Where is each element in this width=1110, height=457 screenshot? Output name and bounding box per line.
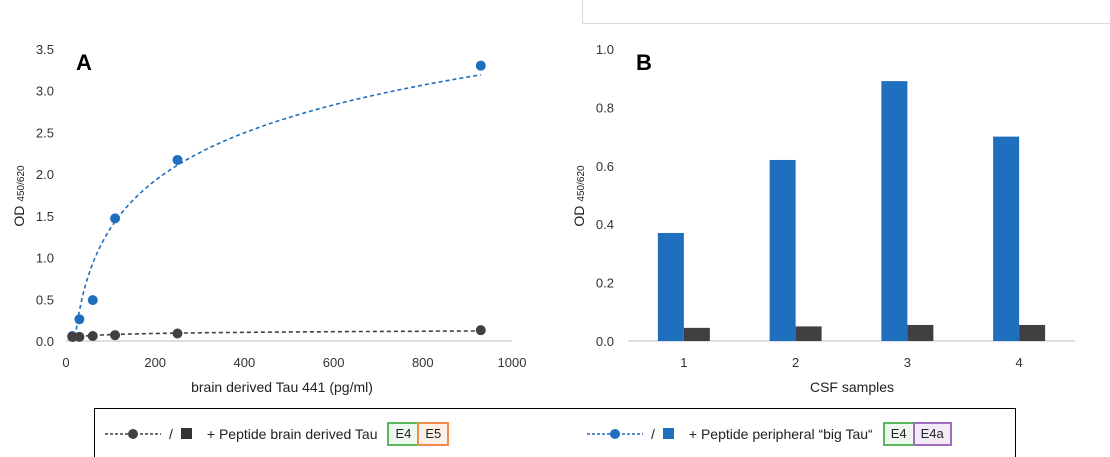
chart-a-point-1 [87,330,98,341]
chart-a-trendline-1 [72,330,481,339]
chart-b-bar-1 [683,327,710,341]
chart-a-x-tick: 0 [62,355,69,370]
chart-b-x-tick: 3 [904,355,911,370]
chart-b-bar-0 [881,81,908,342]
chart-a-point-0 [172,154,183,165]
chart-b-y-tick: 0.4 [596,217,614,232]
chart-a-point-1 [74,331,85,342]
legend-blue-line-marker-icon [587,429,643,439]
chart-a: A 0.0 0.5 1.0 1.5 2.0 2.5 3.0 3.5 0 200 400 600 800… [11,42,526,395]
chart-b-y-tick: 1.0 [596,42,614,57]
legend-dark-square-icon [180,428,192,439]
legend-right-tags: E4 E4a [882,422,952,446]
chart-b-x-tick: 2 [792,355,799,370]
legend: / + Peptide brain derived Tau E4 E5 / + P… [94,408,1016,457]
chart-a-y-tick: 3.5 [36,42,54,57]
panel-a-label: A [76,50,92,75]
legend-right-slash: / [651,426,655,442]
chart-a-trendline-0 [72,74,481,342]
chart-a-x-tick: 800 [412,355,434,370]
chart-b-bar-1 [795,326,822,341]
chart-a-y-tick: 1.5 [36,209,54,224]
chart-b-y-ticks: 0.0 0.2 0.4 0.6 0.8 1.0 [596,42,614,349]
chart-b: B 0.0 0.2 0.4 0.6 0.8 1.0 1 2 3 4 CSF samples OD… [571,42,1075,395]
chart-a-point-0 [110,213,121,224]
legend-blue-square-icon [662,428,674,439]
chart-b-bar-0 [657,232,684,341]
chart-b-bar-0 [993,136,1020,341]
chart-a-y-label-sub: 450/620 [16,165,27,202]
chart-a-x-tick: 400 [234,355,256,370]
chart-b-x-label: CSF samples [810,379,894,395]
chart-a-points [67,60,486,342]
chart-a-y-tick: 2.0 [36,167,54,182]
chart-a-point-0 [475,60,486,71]
chart-a-trendlines [72,74,481,342]
chart-a-point-1 [110,330,121,341]
chart-b-y-tick: 0.6 [596,159,614,174]
chart-b-x-ticks: 1 2 3 4 [680,355,1022,370]
chart-b-x-tick: 4 [1016,355,1023,370]
chart-a-point-0 [87,295,98,306]
chart-b-bar-1 [907,324,934,341]
chart-a-y-tick: 0.5 [36,292,54,307]
legend-left-tags: E4 E5 [387,422,450,446]
chart-b-y-label: OD 450/620 [571,165,587,227]
legend-left-text: + Peptide brain derived Tau [206,426,378,442]
chart-b-y-tick: 0.8 [596,100,614,115]
legend-item-brain: / + Peptide brain derived Tau E4 E5 [105,422,450,446]
chart-a-point-1 [67,331,78,342]
top-frame-line [582,0,1110,24]
chart-b-x-tick: 1 [680,355,687,370]
chart-a-y-tick: 3.0 [36,84,54,99]
legend-item-peripheral: / + Peptide peripheral “big Tau“ E4 E4a [587,422,952,446]
chart-a-x-ticks: 0 200 400 600 800 1000 [62,355,526,370]
chart-a-y-label: OD 450/620 [11,165,27,227]
tag-e4: E4 [387,422,420,446]
chart-a-y-ticks: 0.0 0.5 1.0 1.5 2.0 2.5 3.0 3.5 [36,42,54,349]
chart-b-y-tick: 0.2 [596,276,614,291]
panel-b-label: B [636,50,652,75]
chart-a-y-label-main: OD [11,206,27,227]
figure-canvas: A 0.0 0.5 1.0 1.5 2.0 2.5 3.0 3.5 0 200 400 600 800… [11,42,1075,395]
chart-a-point-1 [475,325,486,336]
chart-b-bar-1 [1019,324,1046,341]
chart-b-bar-0 [769,159,796,341]
chart-a-y-tick: 1.0 [36,251,54,266]
chart-a-x-tick: 600 [323,355,345,370]
chart-b-bars [657,81,1046,342]
chart-a-x-label: brain derived Tau 441 (pg/ml) [191,379,373,395]
tag-e5: E5 [417,422,450,446]
chart-b-y-label-sub: 450/620 [576,165,587,202]
chart-b-y-label-main: OD [571,206,587,227]
tag-e4: E4 [882,422,915,446]
chart-a-point-1 [172,328,183,339]
chart-b-y-tick: 0.0 [596,334,614,349]
chart-a-y-tick: 2.5 [36,125,54,140]
legend-left-slash: / [169,426,173,442]
chart-a-x-tick: 200 [144,355,166,370]
tag-e4a: E4a [912,422,952,446]
legend-dark-line-marker-icon [105,429,161,439]
legend-right-text: + Peptide peripheral “big Tau“ [688,426,873,442]
chart-a-point-0 [74,314,85,325]
chart-a-x-tick: 1000 [498,355,527,370]
chart-a-y-tick: 0.0 [36,334,54,349]
